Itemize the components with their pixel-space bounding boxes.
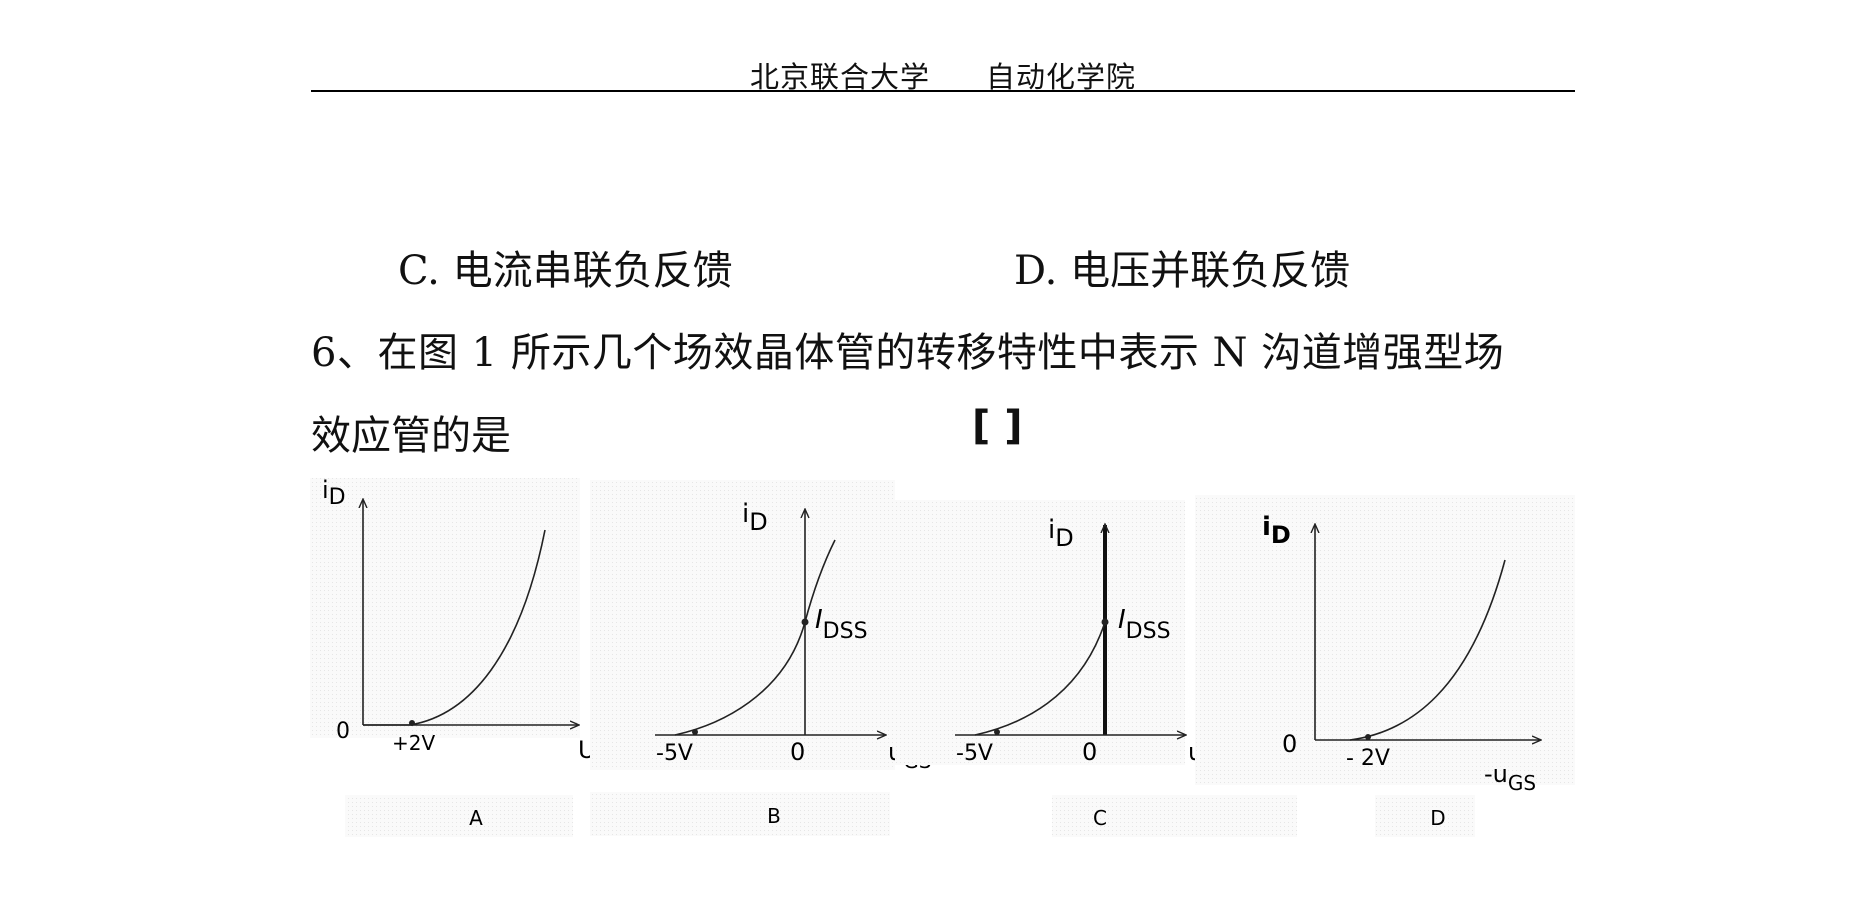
question-line-2: 效应管的是 xyxy=(311,413,511,459)
page-header: 北京联合大学 自动化学院 xyxy=(311,50,1575,94)
answer-bracket: [ ] xyxy=(972,403,1023,449)
threshold-point xyxy=(409,720,415,726)
y-axis-label: iD xyxy=(1262,512,1291,549)
y-axis-label: iD xyxy=(742,499,768,536)
origin-label: 0 xyxy=(790,738,805,766)
x-axis-label: -uGS xyxy=(1484,760,1536,795)
panel-caption: C xyxy=(1093,806,1107,830)
panel-caption: B xyxy=(767,804,781,828)
header-text: 北京联合大学 自动化学院 xyxy=(311,54,1575,96)
idss-point xyxy=(1101,618,1109,626)
origin-label: 0 xyxy=(1082,738,1097,766)
panel-c: iD IDSS -5V 0 uGS C xyxy=(895,500,1297,837)
option-c: C. 电流串联负反馈 xyxy=(398,248,733,294)
pinch-off-point xyxy=(994,729,1000,735)
option-d: D. 电压并联负反馈 xyxy=(1014,248,1351,294)
question-line-1: 6、在图 1 所示几个场效晶体管的转移特性中表示 N 沟道增强型场 xyxy=(311,330,1505,376)
panel-d: iD 0 - 2V -uGS D xyxy=(1195,495,1575,837)
idss-point xyxy=(801,618,809,626)
header-university: 北京联合大学 xyxy=(749,60,930,94)
idss-label: IDSS xyxy=(1118,605,1171,644)
origin-label: 0 xyxy=(336,719,350,744)
transfer-characteristics-figure: iD 0 +2V UGS A iD IDSS -5V 0 uGS B iD ID… xyxy=(300,470,1600,854)
pinch-off-point xyxy=(692,729,698,735)
idss-label: IDSS xyxy=(815,605,868,644)
tick-label: -5V xyxy=(956,741,993,766)
panel-caption: D xyxy=(1430,806,1445,830)
y-axis-label: iD xyxy=(322,476,346,510)
tick-label: +2V xyxy=(392,731,435,755)
panel-b: iD IDSS -5V 0 uGS B xyxy=(590,480,931,836)
tick-label: -5V xyxy=(656,741,693,766)
threshold-point xyxy=(1365,734,1371,740)
panel-caption: A xyxy=(469,806,483,830)
panel-a: iD 0 +2V UGS A xyxy=(310,476,624,837)
y-axis-label: iD xyxy=(1048,515,1074,552)
tick-label: - 2V xyxy=(1346,746,1390,771)
origin-label: 0 xyxy=(1282,730,1297,758)
header-school: 自动化学院 xyxy=(986,60,1137,94)
